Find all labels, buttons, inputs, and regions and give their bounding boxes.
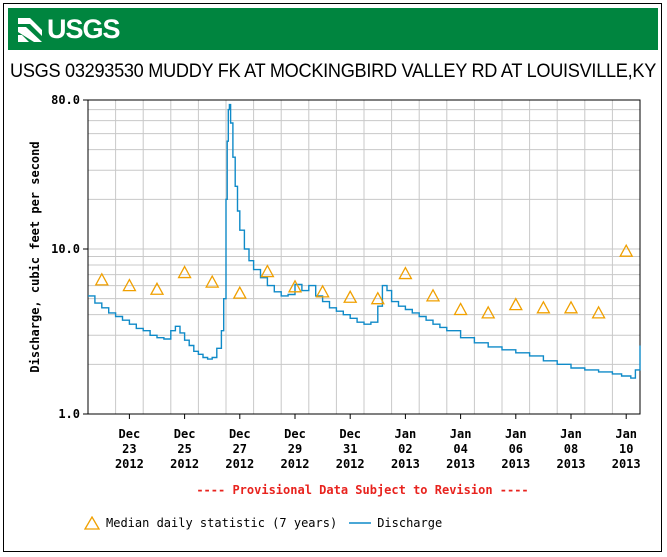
x-tick-label: 2012 (170, 457, 199, 471)
plot-border (87, 99, 641, 415)
median-point (453, 302, 468, 316)
median-point (177, 265, 192, 279)
median-point (343, 289, 358, 303)
x-tick-label: Dec (229, 427, 251, 441)
x-tick-label: 2012 (115, 457, 144, 471)
x-tick-label: 2013 (612, 457, 641, 471)
x-tick-label: Dec (119, 427, 141, 441)
x-tick-label: 2012 (336, 457, 365, 471)
triangle-icon (84, 516, 100, 530)
median-point (122, 278, 137, 292)
median-point (619, 243, 634, 257)
x-tick-label: Jan (505, 427, 527, 441)
x-tick-label: 2013 (391, 457, 420, 471)
discharge-line (88, 103, 641, 379)
x-tick-label: Jan (395, 427, 417, 441)
x-tick-label: 2013 (446, 457, 475, 471)
median-point (425, 288, 441, 302)
x-tick-label: 25 (177, 442, 191, 456)
y-axis-label: Discharge, cubic feet per second (28, 141, 42, 372)
y-tick-label: 1.0 (58, 407, 80, 421)
median-point (205, 274, 220, 288)
median-point (315, 284, 330, 298)
x-tick-label: Dec (339, 427, 361, 441)
legend-label-median: Median daily statistic (7 years) (106, 516, 338, 530)
line-icon (349, 522, 372, 524)
x-tick-label: 27 (233, 442, 247, 456)
x-tick-label: 02 (398, 442, 412, 456)
x-tick-label: 23 (122, 442, 136, 456)
median-point (149, 281, 165, 295)
x-tick-label: 29 (288, 442, 302, 456)
median-point (94, 272, 109, 286)
x-tick-label: 06 (509, 442, 523, 456)
median-point (481, 305, 496, 319)
x-tick-label: 04 (453, 442, 467, 456)
median-point (370, 291, 385, 305)
median-point (398, 266, 413, 280)
median-point (508, 297, 523, 311)
x-tick-label: 2012 (281, 457, 310, 471)
y-tick-label: 80.0 (51, 93, 80, 107)
x-tick-label: 31 (343, 442, 357, 456)
median-point (232, 285, 247, 299)
usgs-wave-icon (16, 14, 44, 44)
x-tick-label: 10 (619, 442, 633, 456)
median-point (287, 279, 303, 293)
usgs-logo[interactable]: USGS (16, 13, 121, 45)
legend-item-discharge: Discharge (349, 516, 442, 530)
x-tick-label: Dec (284, 427, 306, 441)
x-tick-label: 2012 (225, 457, 254, 471)
median-point (260, 264, 275, 278)
x-tick-label: 08 (564, 442, 578, 456)
legend-label-discharge: Discharge (377, 516, 443, 530)
x-tick-label: 2013 (501, 457, 530, 471)
station-title: USGS 03293530 MUDDY FK AT MOCKINGBIRD VA… (10, 60, 657, 82)
usgs-logo-text: USGS (47, 14, 121, 44)
x-tick-label: Dec (174, 427, 196, 441)
chart-legend: Median daily statistic (7 years) Dischar… (84, 514, 454, 532)
x-tick-label: Jan (450, 427, 472, 441)
x-tick-label: 2013 (557, 457, 586, 471)
y-tick-label: 10.0 (51, 242, 80, 256)
x-tick-label: Jan (615, 427, 637, 441)
median-point (563, 300, 579, 314)
x-tick-label: Jan (560, 427, 582, 441)
provisional-note: ---- Provisional Data Subject to Revisio… (196, 483, 529, 497)
legend-item-median: Median daily statistic (7 years) (84, 516, 337, 530)
median-point (591, 305, 606, 319)
usgs-banner (8, 8, 658, 50)
median-point (536, 300, 551, 314)
